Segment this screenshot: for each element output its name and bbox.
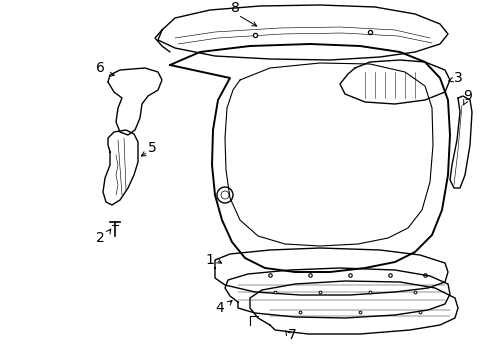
Text: 8: 8 — [230, 1, 239, 15]
Text: 5: 5 — [147, 141, 156, 155]
Text: 2: 2 — [96, 231, 104, 245]
Text: 9: 9 — [463, 89, 471, 103]
Text: 6: 6 — [95, 61, 104, 75]
Text: 7: 7 — [287, 328, 296, 342]
Text: 3: 3 — [453, 71, 462, 85]
Text: 4: 4 — [215, 301, 224, 315]
Text: 1: 1 — [205, 253, 214, 267]
